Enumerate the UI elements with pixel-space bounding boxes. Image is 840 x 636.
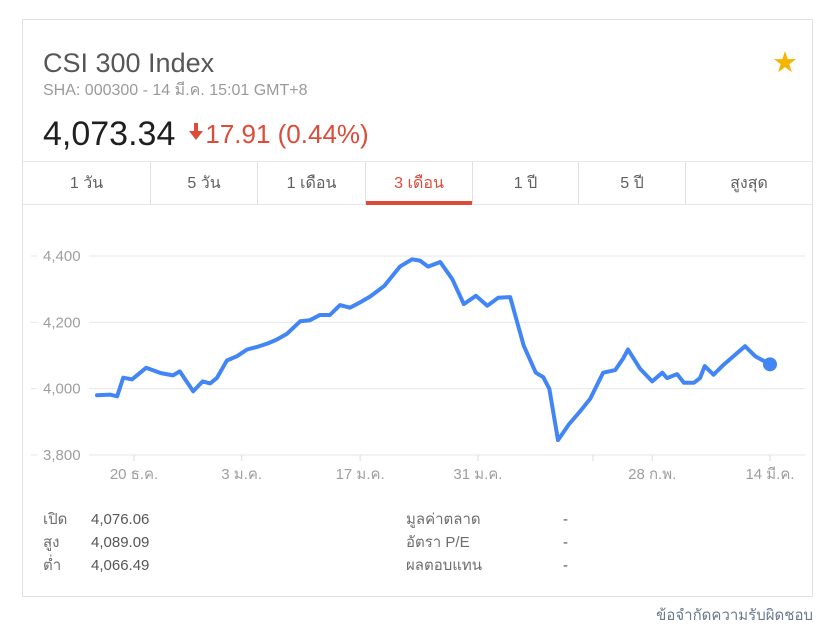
x-axis-label: 28 ก.พ.: [628, 466, 676, 483]
y-axis-label-bg: [37, 312, 89, 333]
x-axis-label: 20 ธ.ค.: [110, 466, 158, 483]
price-line-endpoint-dot: [763, 357, 777, 372]
tab-label: 1 ปี: [513, 174, 538, 192]
tab-5-days[interactable]: 5 วัน: [150, 162, 257, 204]
price-change: 17.91 (0.44%): [205, 118, 369, 149]
x-axis-label: 31 ม.ค.: [453, 466, 502, 483]
down-arrow-icon: [189, 123, 204, 145]
stat-open-value: 4,076.06: [91, 511, 150, 528]
y-axis-label-bg: [37, 445, 89, 465]
tab-label: 5 วัน: [187, 174, 221, 192]
tab-label: 3 เดือน: [394, 174, 444, 192]
tab-1-year[interactable]: 1 ปี: [472, 162, 578, 204]
tab-3-months[interactable]: 3 เดือน: [365, 162, 472, 205]
price-line: [95, 257, 772, 443]
x-axis-label: 14 มี.ค.: [745, 466, 794, 483]
stat-open-label: เปิด: [43, 511, 68, 528]
selected-tab-underline: [366, 201, 472, 205]
stat-market-cap-value: -: [563, 511, 568, 528]
disclaimer-link[interactable]: ข้อจำกัดความรับผิดชอบ: [656, 607, 813, 624]
y-axis-label-bg: [37, 378, 89, 399]
tab-label: 5 ปี: [620, 174, 644, 192]
x-axis-label: 17 ม.ค.: [336, 466, 385, 483]
y-axis-label: 4,400: [43, 248, 81, 265]
stat-pe-ratio-value: -: [563, 534, 568, 551]
y-axis-label: 3,800: [43, 447, 81, 464]
page-title: CSI 300 Index: [43, 48, 215, 78]
y-axis-label: 4,200: [43, 314, 81, 331]
stat-high-value: 4,089.09: [91, 534, 150, 551]
stat-market-cap-label: มูลค่าตลาด: [406, 511, 481, 528]
stat-div-yield-label: ผลตอบแทน: [406, 557, 483, 574]
tab-label: สูงสุด: [730, 174, 768, 192]
stat-low-label: ต่ำ: [43, 557, 62, 574]
stat-high-label: สูง: [43, 534, 60, 551]
x-axis-label: 3 ม.ค.: [221, 466, 262, 483]
tab-5-years[interactable]: 5 ปี: [578, 162, 685, 204]
quote-card: CSI 300 Index SHA: 000300 - 14 มี.ค. 15:…: [22, 19, 813, 597]
chart-area[interactable]: 3,800 4,000 4,200 4,400 20 ธ.ค. 3 ม.ค. 17 ม.ค.…: [23, 206, 812, 498]
stat-div-yield-value: -: [563, 557, 568, 574]
y-axis-label: 4,000: [43, 381, 81, 398]
price-row: 4,073.34 17.91 (0.44%): [43, 113, 369, 155]
stat-pe-ratio-label: อัตรา P/E: [406, 534, 470, 551]
stat-low-value: 4,066.49: [91, 557, 150, 574]
tab-label: 1 วัน: [69, 174, 104, 192]
tab-label: 1 เดือน: [286, 174, 337, 192]
ticker-subtitle: SHA: 000300 - 14 มี.ค. 15:01 GMT+8: [43, 82, 308, 99]
y-axis-label-bg: [37, 246, 89, 266]
tab-max[interactable]: สูงสุด: [685, 162, 812, 204]
tab-1-day[interactable]: 1 วัน: [23, 162, 150, 204]
time-range-tabs: 1 วัน 5 วัน 1 เดือน 3 เดือน 1 ปี 5 ปี สูงสุด: [23, 161, 812, 205]
tab-1-month[interactable]: 1 เดือน: [257, 162, 365, 204]
watchlist-star-icon[interactable]: ★: [772, 47, 798, 79]
last-price: 4,073.34: [43, 114, 176, 153]
